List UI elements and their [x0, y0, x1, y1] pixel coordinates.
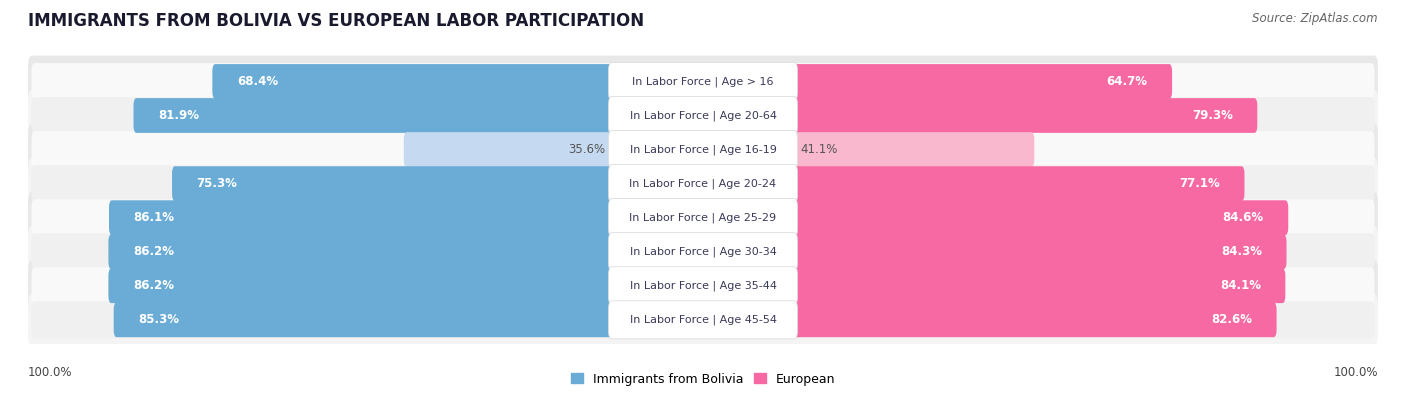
- FancyBboxPatch shape: [31, 63, 1375, 100]
- Text: Source: ZipAtlas.com: Source: ZipAtlas.com: [1253, 12, 1378, 25]
- FancyBboxPatch shape: [108, 268, 614, 303]
- FancyBboxPatch shape: [172, 166, 614, 201]
- FancyBboxPatch shape: [28, 124, 1378, 175]
- FancyBboxPatch shape: [28, 158, 1378, 209]
- FancyBboxPatch shape: [212, 64, 614, 99]
- Text: 84.3%: 84.3%: [1220, 245, 1263, 258]
- Text: In Labor Force | Age 25-29: In Labor Force | Age 25-29: [630, 213, 776, 223]
- Text: In Labor Force | Age > 16: In Labor Force | Age > 16: [633, 76, 773, 87]
- Text: IMMIGRANTS FROM BOLIVIA VS EUROPEAN LABOR PARTICIPATION: IMMIGRANTS FROM BOLIVIA VS EUROPEAN LABO…: [28, 12, 644, 30]
- FancyBboxPatch shape: [31, 97, 1375, 134]
- FancyBboxPatch shape: [609, 233, 797, 271]
- FancyBboxPatch shape: [609, 199, 797, 237]
- Text: 86.1%: 86.1%: [134, 211, 174, 224]
- Text: 81.9%: 81.9%: [157, 109, 200, 122]
- FancyBboxPatch shape: [28, 294, 1378, 346]
- FancyBboxPatch shape: [31, 165, 1375, 202]
- Text: 75.3%: 75.3%: [197, 177, 238, 190]
- FancyBboxPatch shape: [609, 62, 797, 100]
- FancyBboxPatch shape: [108, 234, 614, 269]
- FancyBboxPatch shape: [28, 192, 1378, 244]
- FancyBboxPatch shape: [31, 301, 1375, 338]
- Text: 100.0%: 100.0%: [28, 366, 73, 379]
- FancyBboxPatch shape: [609, 267, 797, 305]
- FancyBboxPatch shape: [31, 267, 1375, 304]
- FancyBboxPatch shape: [110, 200, 614, 235]
- Text: 79.3%: 79.3%: [1192, 109, 1233, 122]
- FancyBboxPatch shape: [609, 165, 797, 203]
- FancyBboxPatch shape: [114, 303, 614, 337]
- FancyBboxPatch shape: [28, 56, 1378, 107]
- Text: 100.0%: 100.0%: [1333, 366, 1378, 379]
- FancyBboxPatch shape: [404, 132, 614, 167]
- FancyBboxPatch shape: [792, 303, 1277, 337]
- FancyBboxPatch shape: [28, 226, 1378, 278]
- FancyBboxPatch shape: [31, 131, 1375, 168]
- Text: 86.2%: 86.2%: [134, 279, 174, 292]
- FancyBboxPatch shape: [28, 260, 1378, 312]
- Text: In Labor Force | Age 16-19: In Labor Force | Age 16-19: [630, 144, 776, 155]
- FancyBboxPatch shape: [31, 199, 1375, 236]
- Text: 35.6%: 35.6%: [568, 143, 605, 156]
- FancyBboxPatch shape: [792, 268, 1285, 303]
- FancyBboxPatch shape: [31, 233, 1375, 270]
- Text: In Labor Force | Age 20-64: In Labor Force | Age 20-64: [630, 110, 776, 121]
- Text: 68.4%: 68.4%: [236, 75, 278, 88]
- FancyBboxPatch shape: [609, 130, 797, 169]
- Text: 41.1%: 41.1%: [801, 143, 838, 156]
- FancyBboxPatch shape: [792, 200, 1288, 235]
- FancyBboxPatch shape: [28, 90, 1378, 141]
- Text: 77.1%: 77.1%: [1180, 177, 1220, 190]
- FancyBboxPatch shape: [792, 64, 1173, 99]
- Text: In Labor Force | Age 35-44: In Labor Force | Age 35-44: [630, 280, 776, 291]
- FancyBboxPatch shape: [609, 301, 797, 339]
- Text: In Labor Force | Age 45-54: In Labor Force | Age 45-54: [630, 314, 776, 325]
- Legend: Immigrants from Bolivia, European: Immigrants from Bolivia, European: [565, 368, 841, 391]
- Text: 64.7%: 64.7%: [1107, 75, 1147, 88]
- Text: In Labor Force | Age 20-24: In Labor Force | Age 20-24: [630, 179, 776, 189]
- Text: 86.2%: 86.2%: [134, 245, 174, 258]
- FancyBboxPatch shape: [792, 234, 1286, 269]
- FancyBboxPatch shape: [792, 98, 1257, 133]
- FancyBboxPatch shape: [792, 166, 1244, 201]
- FancyBboxPatch shape: [609, 96, 797, 135]
- Text: 82.6%: 82.6%: [1211, 313, 1251, 326]
- Text: 84.6%: 84.6%: [1223, 211, 1264, 224]
- FancyBboxPatch shape: [792, 132, 1035, 167]
- Text: In Labor Force | Age 30-34: In Labor Force | Age 30-34: [630, 246, 776, 257]
- FancyBboxPatch shape: [134, 98, 614, 133]
- Text: 84.1%: 84.1%: [1220, 279, 1261, 292]
- Text: 85.3%: 85.3%: [138, 313, 179, 326]
